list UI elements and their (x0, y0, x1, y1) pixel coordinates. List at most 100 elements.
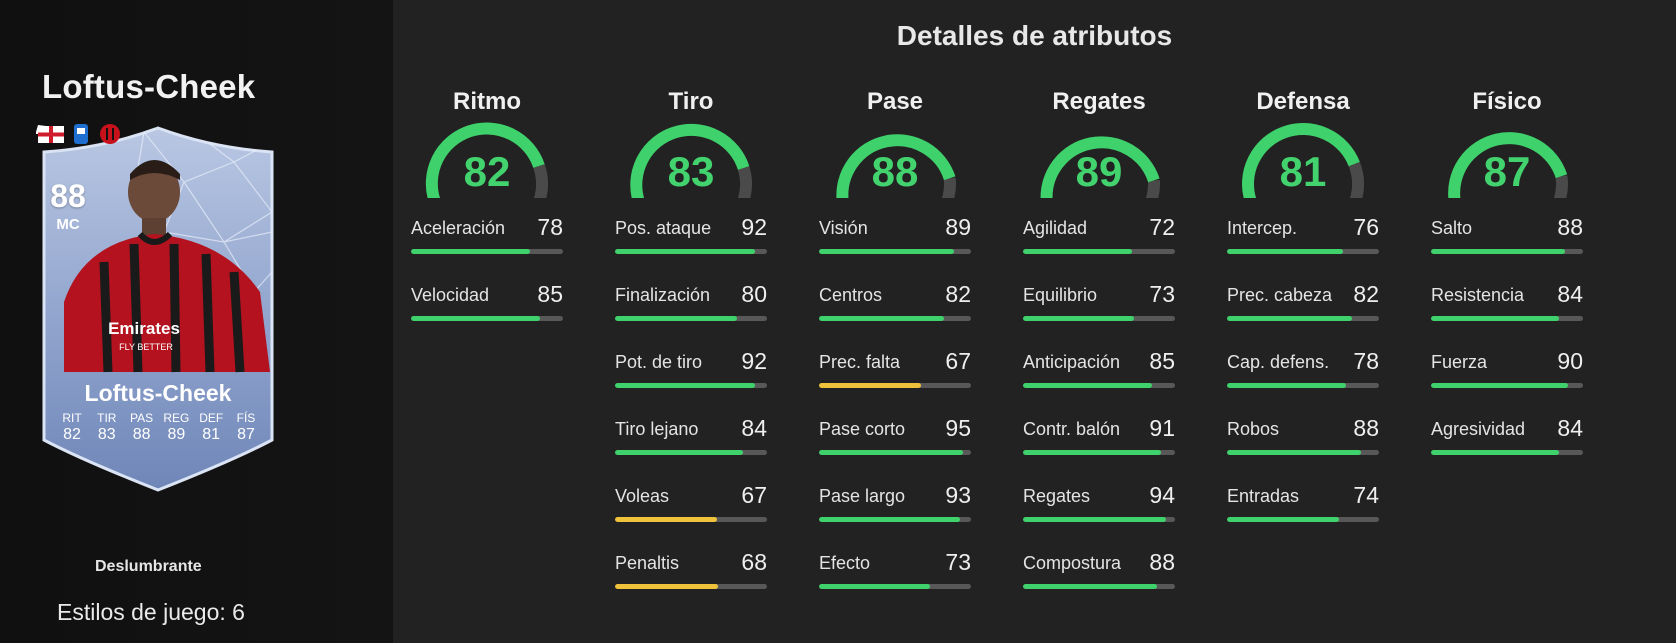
attribute-bar-fill (1023, 450, 1162, 455)
attribute-bar-fill (1227, 517, 1340, 522)
player-image: Emirates FLY BETTER (64, 160, 270, 373)
attribute-bar-fill (819, 584, 930, 589)
attribute-bar (1023, 316, 1175, 321)
player-card[interactable]: Emirates FLY BETTER 88 MC Loftus-Cheek R… (34, 122, 282, 498)
attribute-bar (1431, 383, 1583, 388)
card-stat-value: 81 (202, 426, 221, 443)
attribute-bar-fill (615, 383, 755, 388)
gauge-arc (630, 123, 752, 198)
attribute-bar (819, 383, 971, 388)
attribute-bar (1023, 517, 1175, 522)
card-stat: DEF 81 (195, 411, 227, 444)
attribute-value: 90 (1557, 348, 1583, 374)
attribute-row: Penaltis 68 (613, 533, 767, 600)
attribute-value: 93 (945, 482, 971, 508)
attribute-row: Tiro lejano 84 (613, 399, 767, 466)
card-rarity: Deslumbrante (95, 558, 202, 575)
attribute-row: Pos. ataque 92 (613, 198, 767, 265)
attribute-bar-fill (1023, 249, 1133, 254)
attribute-label: Resistencia (1431, 285, 1525, 305)
attribute-row: Agilidad 72 (1021, 198, 1175, 265)
attribute-column-ritmo: Ritmo 82 Aceleración 78 Velocidad 85 (411, 88, 563, 332)
gauge-track (1145, 179, 1160, 198)
attribute-label: Tiro lejano (615, 419, 699, 439)
attribute-value: 73 (1149, 281, 1175, 307)
gauge-fill (425, 122, 545, 198)
attribute-value: 68 (741, 549, 767, 575)
attribute-bar-fill (1023, 383, 1153, 388)
attribute-label: Robos (1227, 419, 1280, 439)
attribute-label: Compostura (1023, 553, 1122, 573)
attribute-bar-fill (615, 517, 717, 522)
card-stat: REG 89 (160, 411, 192, 444)
attribute-column-tiro: Tiro 83 Pos. ataque 92 Finalización 80 Pot. de… (615, 88, 767, 600)
card-stat: TIR 83 (91, 411, 123, 444)
attribute-label: Pot. de tiro (615, 352, 703, 372)
category-title: Defensa (1256, 88, 1350, 115)
category-gauge: 89 (1034, 122, 1164, 198)
attribute-label: Fuerza (1431, 352, 1488, 372)
attribute-value: 88 (1353, 415, 1379, 441)
attribute-bar-fill (1431, 383, 1568, 388)
attribute-value: 82 (945, 281, 971, 307)
attribute-label: Prec. falta (819, 352, 901, 372)
attribute-value: 78 (1353, 348, 1379, 374)
attribute-label: Aceleración (411, 218, 506, 238)
attribute-bar (1431, 249, 1583, 254)
attribute-bar-fill (411, 249, 530, 254)
attribute-bar-fill (1227, 316, 1352, 321)
attribute-bar (1227, 450, 1379, 455)
attribute-bar (1023, 383, 1175, 388)
gauge-arc (425, 122, 548, 198)
attribute-label: Contr. balón (1023, 419, 1121, 439)
card-rating: 88 (50, 178, 86, 214)
attribute-label: Visión (819, 218, 868, 238)
attribute-label: Pase corto (819, 419, 906, 439)
attribute-bar-fill (411, 316, 541, 321)
attribute-label: Agresividad (1431, 419, 1526, 439)
attribute-row: Prec. falta 67 (817, 332, 971, 399)
category-gauge: 87 (1442, 122, 1572, 198)
attribute-label: Regates (1023, 486, 1091, 506)
attribute-details-panel: Detalles de atributos Ritmo 82 Aceleración… (393, 0, 1676, 643)
attribute-value: 84 (741, 415, 767, 441)
attribute-value: 92 (741, 214, 767, 240)
attribute-value: 80 (741, 281, 767, 307)
gauge-track (1348, 161, 1364, 198)
category-gauge: 83 (626, 122, 756, 198)
attribute-row: Pase corto 95 (817, 399, 971, 466)
attribute-bar (1431, 450, 1583, 455)
card-stat-value: 87 (237, 426, 255, 443)
category-title: Ritmo (453, 88, 521, 115)
card-stat-value: 89 (167, 426, 186, 443)
playstyles-count[interactable]: Estilos de juego: 6 (57, 599, 245, 625)
attribute-row: Equilibrio 73 (1021, 265, 1175, 332)
attribute-label: Pos. ataque (615, 218, 712, 238)
category-title: Físico (1472, 88, 1542, 115)
attribute-row: Pot. de tiro 92 (613, 332, 767, 399)
card-stat-label: RIT (62, 411, 82, 425)
gauge-fill (630, 123, 750, 198)
attribute-bar-fill (615, 249, 755, 254)
attribute-label: Efecto (819, 553, 871, 573)
category-gauge: 81 (1238, 122, 1368, 198)
attribute-label: Equilibrio (1023, 285, 1098, 305)
gauge-track (1553, 175, 1568, 198)
attribute-bar (819, 517, 971, 522)
league-icon (74, 124, 88, 144)
section-title: Detalles de atributos (896, 20, 1173, 51)
attribute-label: Prec. cabeza (1227, 285, 1333, 305)
category-title: Pase (866, 88, 924, 115)
attribute-bar (1227, 316, 1379, 321)
attribute-row: Prec. cabeza 82 (1225, 265, 1379, 332)
attribute-bar (1023, 249, 1175, 254)
attribute-bar (615, 249, 767, 254)
attribute-bar-fill (1023, 316, 1134, 321)
category-value: 83 (667, 148, 715, 195)
card-stat-label: DEF (199, 411, 224, 425)
attribute-value: 85 (537, 281, 563, 307)
category-value: 81 (1279, 148, 1327, 195)
gauge-track (941, 177, 956, 198)
attribute-bar (615, 316, 767, 321)
attribute-row: Visión 89 (817, 198, 971, 265)
